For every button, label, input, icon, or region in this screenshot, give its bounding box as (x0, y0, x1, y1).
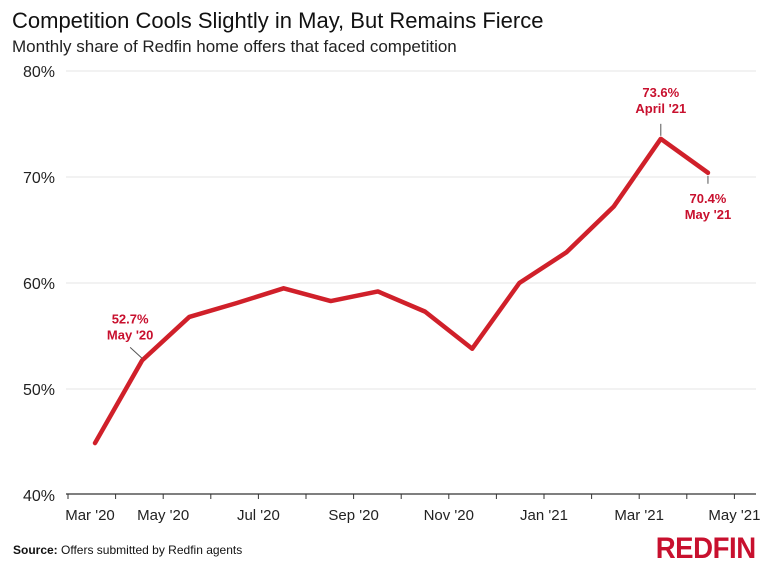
x-tick-label: Mar '21 (614, 507, 664, 524)
redfin-logo: REDFIN (656, 532, 756, 565)
y-tick-label: 60% (23, 276, 55, 293)
x-tick-label: Nov '20 (424, 507, 474, 524)
chart-subtitle: Monthly share of Redfin home offers that… (12, 37, 457, 56)
annotation-label: April '21 (635, 101, 686, 116)
y-tick-label: 40% (23, 488, 55, 505)
y-tick-label: 50% (23, 382, 55, 399)
chart-title: Competition Cools Slightly in May, But R… (12, 8, 544, 33)
source-label: Source: (13, 543, 58, 557)
annotation-leader (129, 347, 143, 359)
annotation-value: 52.7% (112, 311, 149, 326)
y-tick-label: 80% (23, 64, 55, 81)
source-text: Offers submitted by Redfin agents (57, 543, 243, 557)
x-tick-label: May '20 (137, 507, 189, 524)
series-line (92, 136, 711, 446)
x-tick-label: Jan '21 (520, 507, 568, 524)
x-tick-label: Jul '20 (237, 507, 280, 524)
source-note: Source: Offers submitted by Redfin agent… (13, 543, 242, 557)
x-tick-label: May '21 (708, 507, 760, 524)
annotation-label: May '21 (685, 207, 731, 222)
x-tick-label: Sep '20 (328, 507, 378, 524)
y-tick-label: 70% (23, 170, 55, 187)
annotation-value: 70.4% (690, 191, 727, 206)
x-tick-label: Mar '20 (65, 507, 115, 524)
annotation-label: May '20 (107, 327, 153, 342)
annotation-value: 73.6% (642, 85, 679, 100)
